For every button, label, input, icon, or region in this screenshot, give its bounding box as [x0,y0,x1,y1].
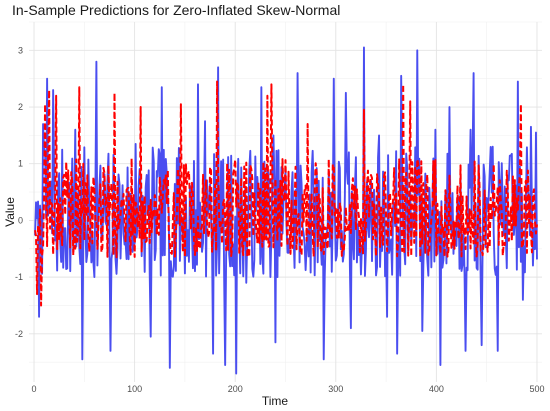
x-tick-label: 300 [328,384,343,394]
series-line-2 [34,80,538,307]
chart-title: In-Sample Predictions for Zero-Inflated … [12,2,341,18]
y-axis-label: Value [3,197,17,227]
series-layer [34,46,538,375]
x-tick-label: 200 [228,384,243,394]
y-tick-label: -2 [15,329,23,339]
tick-labels: 0 100 200 300 400 500 -2 -1 0 1 2 3 [15,45,545,394]
x-axis-label: Time [261,394,289,408]
x-tick-label: 500 [529,384,544,394]
y-tick-label: -1 [15,272,23,282]
x-tick-label: 400 [429,384,444,394]
y-tick-label: 0 [18,215,23,225]
x-tick-label: 0 [32,384,37,394]
y-tick-label: 3 [18,45,23,55]
x-tick-label: 100 [127,384,142,394]
y-tick-label: 1 [18,159,23,169]
y-tick-label: 2 [18,102,23,112]
